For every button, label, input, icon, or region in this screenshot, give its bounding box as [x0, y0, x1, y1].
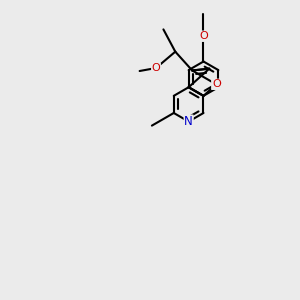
Text: O: O [152, 63, 160, 73]
Text: O: O [200, 31, 208, 41]
Text: O: O [212, 79, 220, 89]
Text: O: O [199, 31, 208, 41]
Text: N: N [184, 115, 193, 128]
Text: O: O [212, 79, 220, 89]
Text: N: N [184, 117, 193, 127]
